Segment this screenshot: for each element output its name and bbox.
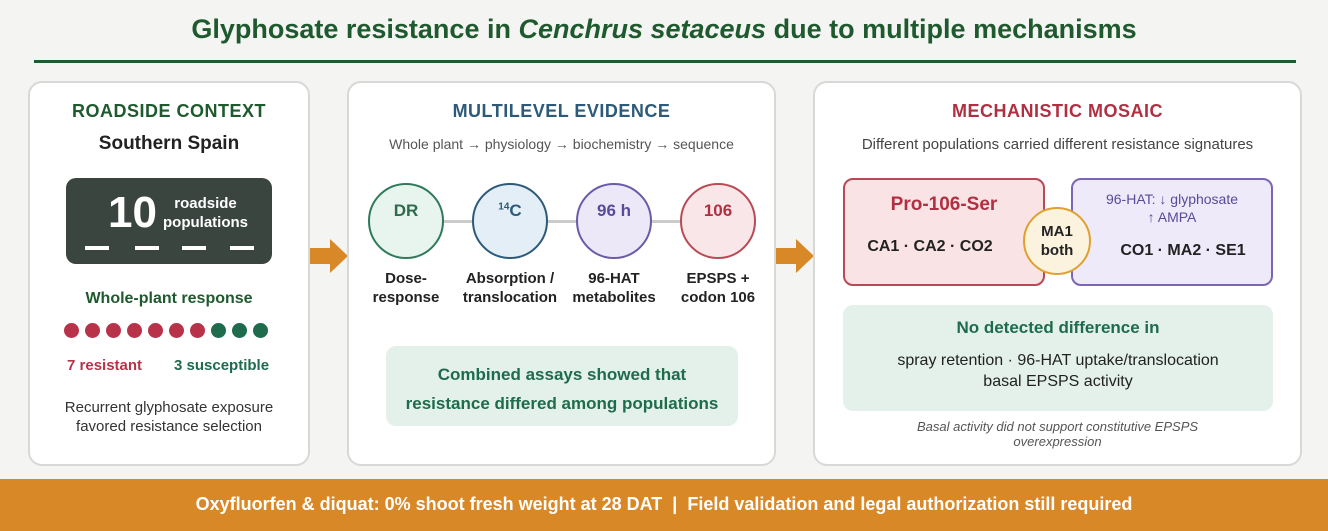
susceptible-label: 3 susceptible bbox=[174, 357, 270, 374]
evidence-summary-box: Combined assays showed that resistance di… bbox=[386, 346, 738, 426]
resistant-population-dot bbox=[64, 323, 79, 338]
resistant-label: 7 resistant bbox=[67, 357, 143, 374]
footer-text: Oxyfluorfen & diquat: 0% shoot fresh wei… bbox=[195, 494, 1133, 514]
footnote: Basal activity did not support constitut… bbox=[916, 419, 1199, 449]
metabolites-label: 96-HAT metabolites bbox=[572, 270, 656, 306]
resistant-population-dot bbox=[190, 323, 205, 338]
arrow-right-icon bbox=[310, 239, 348, 273]
codon-badge: 106 bbox=[680, 183, 756, 259]
footer-banner: Oxyfluorfen & diquat: 0% shoot fresh wei… bbox=[0, 479, 1328, 531]
evidence-subtitle: Whole plant → physiology → biochemistry … bbox=[389, 136, 734, 152]
evidence-summary: Combined assays showed that resistance di… bbox=[405, 365, 719, 413]
response-heading: Whole-plant response bbox=[85, 290, 253, 307]
metabolic-box: 96-HAT: ↓ glyphosate ↑ AMPA CO1 · MA2 · S… bbox=[1071, 178, 1273, 286]
step-connector bbox=[548, 220, 578, 223]
no-difference-box: No detected difference in spray retentio… bbox=[843, 305, 1273, 411]
title-divider bbox=[34, 60, 1296, 63]
mutation-label: Pro-106-Ser bbox=[890, 194, 998, 215]
target-site-box: Pro-106-Ser CA1 · CA2 · CO2 bbox=[843, 178, 1045, 286]
resistant-population-dot bbox=[85, 323, 100, 338]
dose-response-label: Dose-response bbox=[372, 270, 440, 306]
counter-dash bbox=[182, 246, 206, 250]
selection-note: Recurrent glyphosate exposure favored res… bbox=[64, 399, 274, 435]
susceptible-population-dot bbox=[232, 323, 247, 338]
target-site-populations: CA1 · CA2 · CO2 bbox=[867, 238, 993, 255]
step-connector bbox=[652, 220, 682, 223]
page-title: Glyphosate resistance in Cenchrus setace… bbox=[191, 14, 1137, 44]
mosaic-subtitle: Different populations carried different … bbox=[861, 136, 1254, 153]
population-counter: 10 roadside populations bbox=[66, 178, 272, 264]
overlap-badge: MA1 both bbox=[1023, 207, 1091, 275]
susceptible-population-dot bbox=[253, 323, 268, 338]
arrow-right-icon bbox=[776, 239, 814, 273]
metabolic-populations: CO1 · MA2 · SE1 bbox=[1120, 242, 1246, 259]
multilevel-evidence-panel: MULTILEVEL EVIDENCE Whole plant → physio… bbox=[347, 81, 776, 466]
step-connector bbox=[444, 220, 474, 223]
panel-heading: MECHANISTIC MOSAIC bbox=[952, 101, 1163, 121]
resistant-population-dot bbox=[169, 323, 184, 338]
no-difference-list: spray retention · 96-HAT uptake/transloc… bbox=[897, 352, 1219, 390]
resistant-population-dot bbox=[148, 323, 163, 338]
metabolites-badge: 96 h bbox=[576, 183, 652, 259]
epsps-label: EPSPS + codon 106 bbox=[680, 270, 756, 306]
panel-heading: ROADSIDE CONTEXT bbox=[71, 101, 266, 121]
radiolabel-badge: 14C bbox=[472, 183, 548, 259]
population-count-label: roadside populations bbox=[163, 195, 248, 231]
susceptible-population-dot bbox=[211, 323, 226, 338]
absorption-label: Absorption / translocation bbox=[462, 270, 558, 306]
panel-heading: MULTILEVEL EVIDENCE bbox=[452, 101, 671, 121]
no-difference-heading: No detected difference in bbox=[956, 318, 1160, 337]
population-count: 10 bbox=[108, 188, 157, 237]
metabolic-effect: 96-HAT: ↓ glyphosate ↑ AMPA bbox=[1105, 191, 1239, 225]
dose-response-badge: DR bbox=[368, 183, 444, 259]
counter-dash bbox=[85, 246, 109, 250]
mechanistic-mosaic-panel: MECHANISTIC MOSAIC Different populations… bbox=[813, 81, 1302, 466]
counter-dash bbox=[230, 246, 254, 250]
roadside-context-panel: ROADSIDE CONTEXT Southern Spain 10 roads… bbox=[28, 81, 310, 466]
resistant-population-dot bbox=[106, 323, 121, 338]
counter-dash bbox=[135, 246, 159, 250]
region-label: Southern Spain bbox=[98, 133, 240, 154]
species-name: Cenchrus setaceus bbox=[518, 14, 767, 44]
resistant-population-dot bbox=[127, 323, 142, 338]
